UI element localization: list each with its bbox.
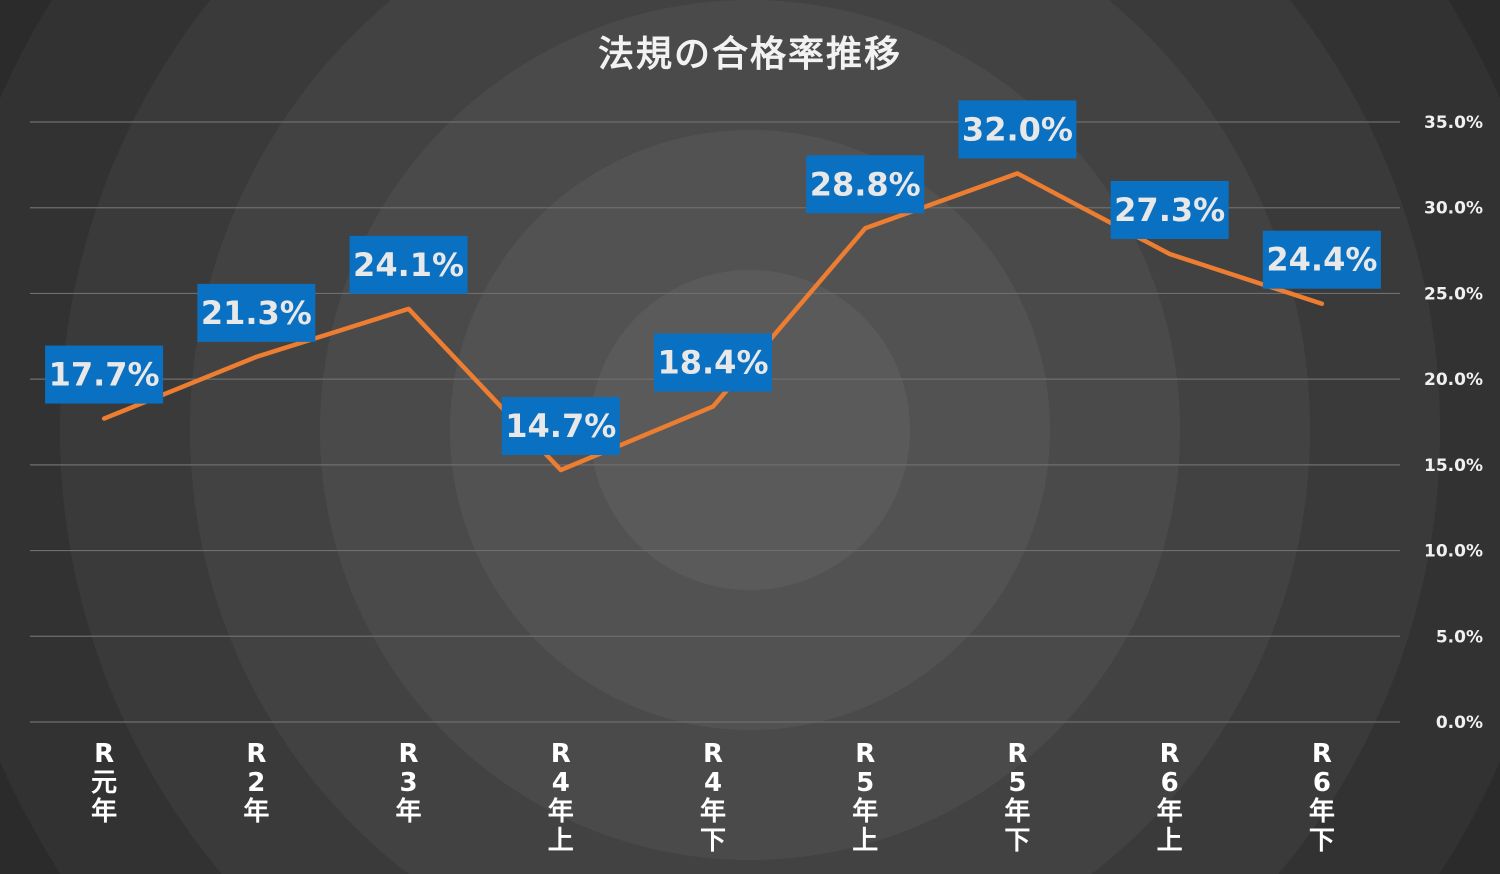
- chart-title: 法規の合格率推移: [598, 34, 902, 75]
- data-label-text: 32.0%: [962, 110, 1073, 148]
- data-label-box: [654, 333, 772, 392]
- data-label-text: 18.4%: [657, 344, 768, 382]
- x-tick-label: R 6 年上: [1157, 739, 1183, 856]
- data-label-text: 28.8%: [810, 165, 921, 203]
- data-label-box: [197, 283, 316, 342]
- data-label-box: [45, 345, 164, 404]
- y-tick-label: 35.0%: [1424, 113, 1483, 133]
- x-tick-label: R 6 年下: [1309, 739, 1335, 856]
- data-label: 28.8%: [806, 155, 925, 214]
- x-tick-label: R 5 年下: [1004, 739, 1030, 856]
- data-label: 17.7%: [45, 345, 164, 404]
- x-tick-label: R 4 年下: [700, 739, 726, 856]
- data-label-box: [1110, 181, 1229, 239]
- data-label-text: 27.3%: [1114, 191, 1225, 229]
- data-label-box: [1262, 230, 1381, 289]
- data-label-text: 14.7%: [505, 407, 616, 445]
- y-tick-label: 30.0%: [1424, 199, 1483, 219]
- data-label-text: 24.1%: [353, 246, 464, 284]
- y-tick-label: 0.0%: [1436, 713, 1483, 733]
- data-label: 14.7%: [501, 397, 620, 455]
- data-label-box: [349, 235, 468, 294]
- y-axis-ticks: 0.0% 5.0% 10.0% 15.0% 20.0% 25.0% 30.0% 35.0%: [1424, 113, 1483, 733]
- data-label: 21.3%: [197, 283, 316, 342]
- y-tick-label: 25.0%: [1424, 284, 1483, 304]
- data-label-text: 24.4%: [1266, 241, 1377, 279]
- x-tick-label: R 元年: [91, 739, 117, 827]
- data-label: 32.0%: [958, 100, 1077, 159]
- data-label: 18.4%: [654, 333, 772, 392]
- x-axis-ticks: R 元年 R 2 年 R 3 年 R 4 年上 R 4 年下 R 5 年上 R 5 年下 R 6 年上 R 6 年下: [91, 739, 1335, 856]
- x-tick-label: R 5 年上: [852, 739, 878, 856]
- data-label-box: [806, 155, 925, 214]
- y-tick-label: 10.0%: [1424, 542, 1483, 562]
- y-tick-label: 5.0%: [1436, 627, 1483, 647]
- x-tick-label: R 4 年上: [548, 739, 574, 856]
- y-tick-label: 20.0%: [1424, 370, 1483, 390]
- y-tick-label: 15.0%: [1424, 456, 1483, 476]
- data-labels: 17.7% 21.3% 24.1% 14.7% 18.4% 28.8% 32.0% 27.3%…: [45, 100, 1381, 455]
- data-label: 24.1%: [349, 235, 468, 294]
- data-label-text: 21.3%: [201, 294, 312, 332]
- data-label-box: [501, 397, 620, 455]
- data-label-text: 17.7%: [49, 356, 160, 394]
- data-label: 24.4%: [1262, 230, 1381, 289]
- data-label-box: [958, 100, 1077, 159]
- data-label: 27.3%: [1110, 181, 1229, 239]
